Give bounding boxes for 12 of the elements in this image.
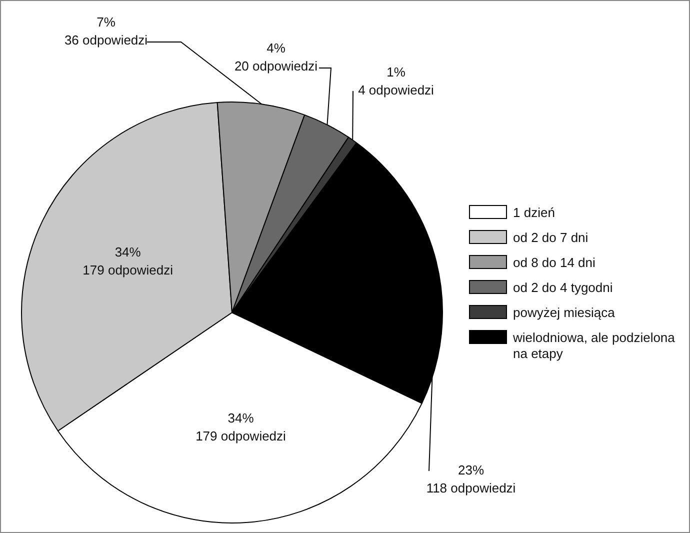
- legend-label: od 8 do 14 dni: [513, 255, 596, 271]
- data-label: 4% 20 odpowiedzi: [234, 40, 318, 74]
- data-label: 7% 36 odpowiedzi: [64, 14, 148, 48]
- data-label: 1% 4 odpowiedzi: [358, 64, 434, 98]
- data-label: 34% 179 odpowiedzi: [82, 244, 174, 278]
- data-label: 23% 118 odpowiedzi: [426, 462, 516, 496]
- legend-label: od 2 do 7 dni: [513, 230, 590, 246]
- legend-label: powyżej miesiąca: [513, 305, 616, 321]
- legend-label: 1 dzień: [513, 205, 556, 221]
- legend-label: wielodniowa, ale podzielona na etapy: [513, 330, 676, 362]
- legend-label: od 2 do 4 tygodni: [513, 280, 614, 296]
- data-label: 34% 179 odpowiedzi: [196, 410, 286, 444]
